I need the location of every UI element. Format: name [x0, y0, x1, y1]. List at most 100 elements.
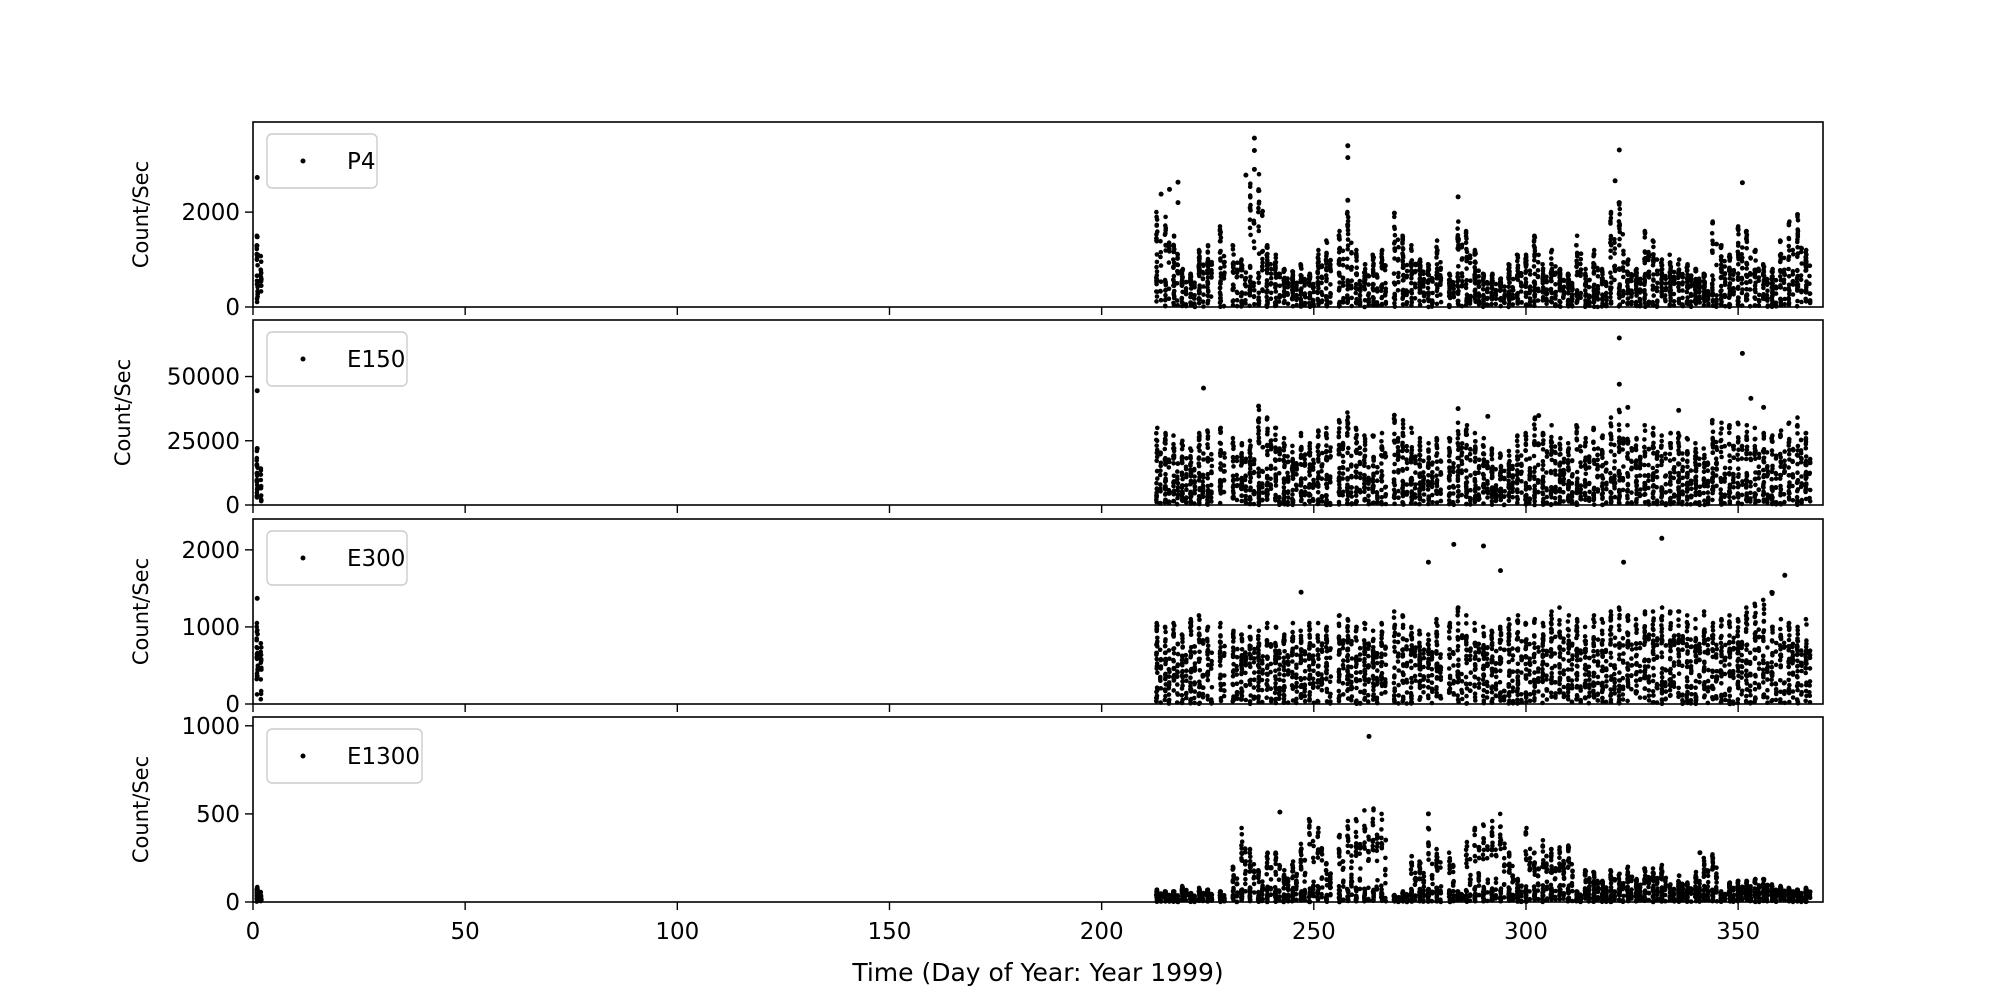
- data-point: [1196, 435, 1202, 440]
- data-point: [1544, 274, 1549, 280]
- data-point: [1727, 301, 1732, 307]
- data-point: [1374, 478, 1380, 484]
- data-point: [1476, 294, 1482, 300]
- data-point: [1281, 280, 1287, 286]
- data-point: [1154, 259, 1160, 265]
- data-point: [1268, 282, 1273, 287]
- data-point: [1553, 264, 1558, 269]
- data-point: [1464, 278, 1469, 283]
- data-point: [1230, 441, 1235, 446]
- data-point: [1412, 492, 1418, 497]
- data-point: [1676, 430, 1681, 436]
- data-point: [1281, 457, 1286, 463]
- data-point: [1798, 245, 1804, 251]
- data-point: [1506, 498, 1512, 504]
- data-point: [1158, 263, 1164, 268]
- data-point: [1358, 451, 1363, 456]
- data-point: [1633, 282, 1639, 287]
- data-point: [1298, 288, 1303, 294]
- data-point: [1574, 243, 1579, 248]
- data-point: [1608, 290, 1613, 296]
- data-point: [1595, 452, 1600, 458]
- data-point: [1434, 269, 1440, 275]
- data-point: [1434, 435, 1439, 441]
- data-point: [1365, 273, 1371, 278]
- data-point: [1621, 292, 1626, 297]
- data-point: [1617, 243, 1622, 248]
- data-point: [1256, 188, 1262, 193]
- data-point: [1298, 447, 1304, 453]
- data-point: [1730, 268, 1736, 274]
- data-point: [1400, 241, 1405, 246]
- data-point: [1713, 461, 1719, 467]
- data-point: [1651, 260, 1656, 265]
- data-point: [1786, 222, 1792, 228]
- data-point: [1205, 301, 1210, 306]
- data-point: [1248, 485, 1253, 491]
- data-point: [1230, 243, 1235, 248]
- data-point: [1171, 448, 1177, 454]
- data-point: [1493, 498, 1499, 503]
- data-point: [1646, 299, 1652, 305]
- data-point: [254, 478, 259, 484]
- data-point: [1208, 482, 1214, 488]
- data-point: [1256, 435, 1262, 441]
- data-point: [1421, 458, 1426, 464]
- data-point: [1282, 266, 1287, 272]
- data-point-outlier: [1616, 200, 1622, 206]
- data-point: [1366, 479, 1371, 485]
- data-point: [1795, 227, 1800, 232]
- data-point: [1183, 289, 1189, 294]
- data-point: [1501, 300, 1507, 305]
- data-point: [1341, 459, 1346, 465]
- data-point: [1532, 495, 1537, 500]
- data-point: [1493, 467, 1498, 472]
- data-point: [1273, 479, 1278, 484]
- data-point: [1667, 280, 1672, 285]
- data-point: [1166, 465, 1172, 470]
- data-point: [1781, 277, 1787, 283]
- data-point: [1221, 478, 1227, 483]
- data-point: [1392, 248, 1398, 253]
- data-point: [1540, 441, 1546, 447]
- data-point: [1739, 290, 1745, 296]
- data-point: [1197, 285, 1202, 291]
- data-point: [1340, 440, 1346, 446]
- data-point: [1158, 468, 1163, 474]
- data-point: [1435, 466, 1440, 471]
- data-point: [1154, 232, 1159, 237]
- data-point: [1456, 264, 1461, 269]
- data-point: [1671, 457, 1677, 462]
- data-point: [1438, 260, 1443, 265]
- data-point: [1685, 295, 1690, 300]
- data-point: [1744, 262, 1750, 267]
- data-point: [1676, 462, 1681, 467]
- data-point: [1595, 286, 1600, 292]
- data-point: [1315, 434, 1321, 440]
- data-point: [1162, 232, 1168, 237]
- data-point: [1532, 426, 1538, 432]
- data-point: [1459, 468, 1464, 473]
- data-point: [1523, 260, 1528, 266]
- data-point: [1578, 496, 1583, 502]
- data-point: [1650, 465, 1656, 471]
- data-point: [1713, 456, 1719, 462]
- data-point: [1705, 490, 1711, 495]
- data-point: [1167, 246, 1172, 252]
- data-point: [1667, 288, 1673, 294]
- data-point: [1676, 296, 1682, 302]
- data-point: [1417, 452, 1423, 458]
- data-point: [1277, 457, 1282, 463]
- data-point: [1349, 494, 1354, 499]
- data-point: [1608, 270, 1613, 276]
- data-point: [1489, 467, 1494, 473]
- data-point: [1764, 293, 1770, 298]
- data-point: [1391, 280, 1397, 286]
- data-point: [1756, 292, 1762, 298]
- data-point: [1531, 453, 1537, 459]
- data-point: [1438, 498, 1444, 504]
- data-point: [1747, 287, 1753, 292]
- data-point: [1578, 483, 1584, 488]
- data-point: [1719, 454, 1724, 460]
- data-point: [1238, 476, 1244, 482]
